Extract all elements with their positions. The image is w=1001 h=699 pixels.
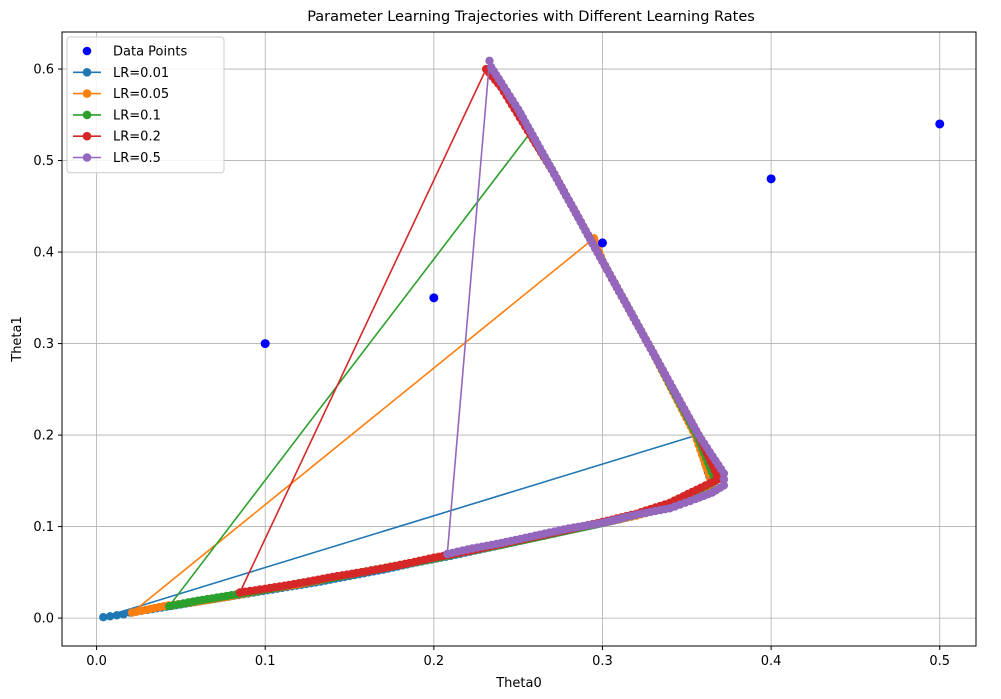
- legend-entry: LR=0.2: [73, 130, 161, 145]
- legend-label: LR=0.05: [113, 87, 169, 102]
- chart-title: Parameter Learning Trajectories with Dif…: [307, 9, 755, 25]
- data-point: [766, 174, 776, 184]
- legend-label: LR=0.01: [113, 66, 169, 81]
- legend-entry: Data Points: [82, 45, 187, 60]
- grid: [62, 32, 976, 646]
- legend-label: LR=0.5: [113, 151, 161, 166]
- legend-entry: LR=0.1: [73, 108, 161, 123]
- legend-marker: [82, 110, 92, 120]
- legend-marker: [82, 89, 92, 98]
- y-tick-label: 0.3: [33, 337, 54, 352]
- series-marker: [99, 613, 108, 622]
- legend-marker: [82, 131, 92, 141]
- data-point: [935, 119, 945, 129]
- legend-entry: LR=0.5: [73, 151, 161, 166]
- legend-label: LR=0.2: [113, 130, 161, 145]
- series-marker: [485, 56, 494, 66]
- x-tick-label: 0.4: [761, 654, 782, 669]
- data-point: [429, 293, 439, 303]
- x-tick-label: 0.5: [929, 654, 950, 669]
- y-tick-label: 0.4: [33, 246, 54, 261]
- x-tick-label: 0.2: [423, 654, 444, 669]
- legend-entry: LR=0.05: [73, 87, 169, 102]
- legend-box: [66, 36, 225, 174]
- series-marker: [105, 612, 115, 621]
- y-tick-label: 0.1: [33, 520, 54, 535]
- x-tick-label: 0.3: [592, 654, 613, 669]
- legend-marker: [82, 68, 92, 77]
- series-marker: [487, 62, 496, 72]
- legend-label: Data Points: [113, 45, 187, 60]
- data-point: [597, 238, 607, 248]
- legend-marker: [82, 46, 92, 56]
- data-points: [260, 119, 945, 349]
- y-tick-label: 0.6: [33, 63, 54, 78]
- y-axis-label: Theta1: [10, 316, 25, 363]
- legend-marker: [82, 153, 92, 162]
- y-tick-label: 0.5: [33, 154, 54, 169]
- legend-label: LR=0.1: [113, 108, 161, 123]
- series-lr-0-5: [443, 56, 729, 559]
- series-marker: [719, 481, 729, 490]
- x-axis-label: Theta0: [495, 676, 542, 691]
- y-tick-label: 0.0: [33, 612, 54, 627]
- axis-ticks: 0.0 0.1 0.2 0.3 0.4 0.5 0.0 0.1 0.2 0.3 0.4 0.5 0.6: [33, 63, 950, 669]
- legend: Data Points LR=0.01 LR=0.05 LR=0.1 LR=0.2 LR=…: [66, 36, 225, 174]
- y-tick-label: 0.2: [33, 429, 54, 444]
- legend-entry: LR=0.01: [73, 66, 169, 81]
- data-point: [260, 339, 270, 349]
- x-tick-label: 0.1: [255, 654, 276, 669]
- series-marker: [119, 610, 128, 619]
- plot-frame: [61, 31, 977, 647]
- x-tick-label: 0.0: [86, 654, 107, 669]
- series-marker: [719, 475, 729, 484]
- plot-series: [99, 56, 729, 622]
- series-marker: [112, 611, 122, 620]
